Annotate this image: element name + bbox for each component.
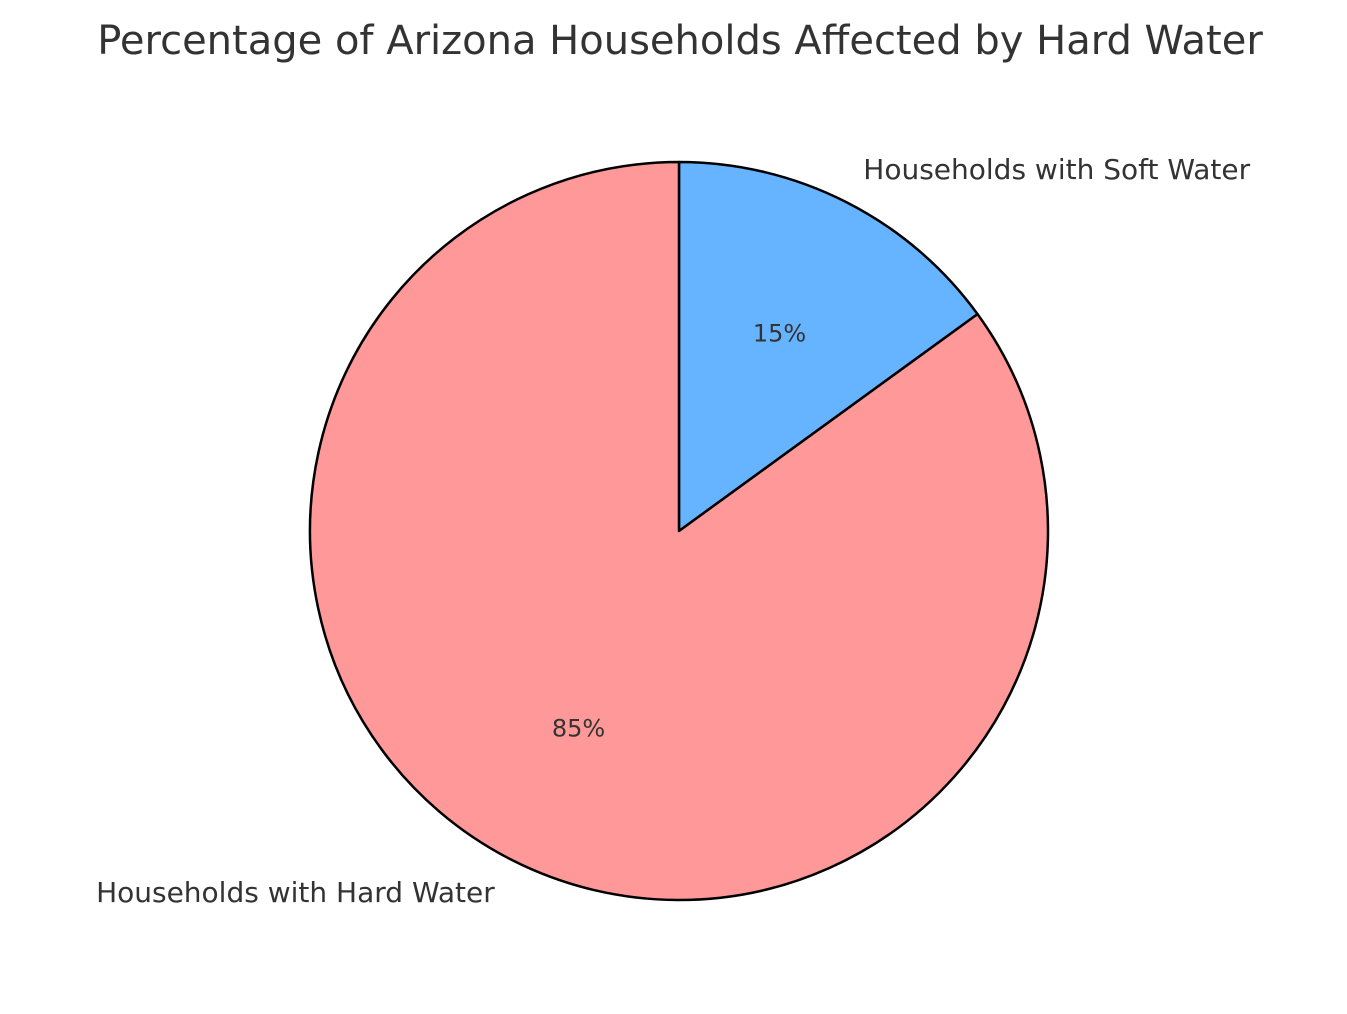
pie-slice-category-label: Households with Hard Water <box>96 876 495 909</box>
pie-slice-percent-label: 15% <box>753 320 806 348</box>
chart-title: Percentage of Arizona Households Affecte… <box>97 18 1263 64</box>
pie-slice-1 <box>677 160 979 533</box>
pie-labels: 15% Households with Soft Water 85% Househol… <box>96 153 1251 909</box>
pie-slices <box>308 160 1050 902</box>
pie-slice-percent-label: 85% <box>552 714 605 742</box>
pie-slice-category-label: Households with Soft Water <box>863 153 1250 186</box>
pie-slice-2 <box>308 160 1050 902</box>
